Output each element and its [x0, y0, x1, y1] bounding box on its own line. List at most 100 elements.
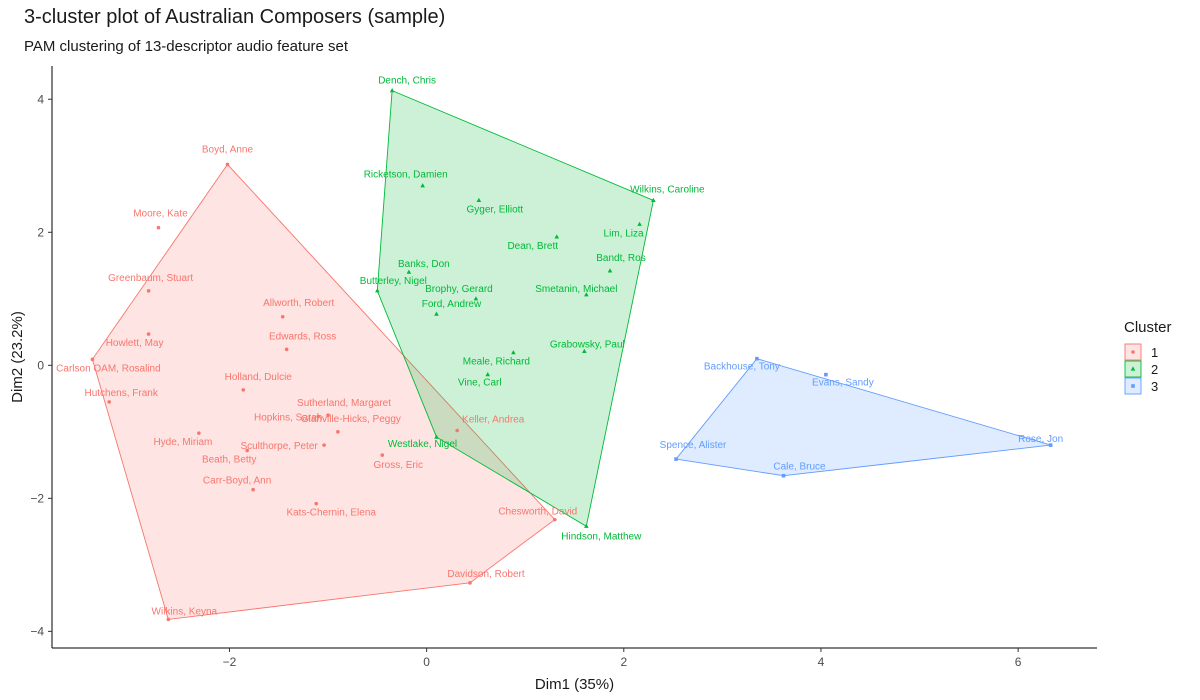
label-greenbaum-stuart: Greenbaum, Stuart — [108, 273, 193, 284]
point-wilkins-caroline — [651, 197, 656, 202]
label-keller-andrea: Keller, Andrea — [462, 414, 525, 425]
label-gyger-elliott: Gyger, Elliott — [467, 204, 524, 215]
point-hutchens-frank — [107, 400, 111, 404]
x-tick-label-2: 2 — [620, 655, 627, 669]
label-glanville-hicks-peggy: Glanville-Hicks, Peggy — [301, 414, 401, 425]
point-keller-andrea — [455, 428, 459, 433]
label-banks-don: Banks, Don — [398, 259, 450, 270]
point-cale-bruce — [781, 473, 786, 478]
point-kats-chernin-elena — [314, 501, 319, 506]
point-greenbaum-stuart — [146, 289, 151, 293]
label-carr-boyd-ann: Carr-Boyd, Ann — [203, 476, 271, 487]
point-backhouse-tony — [755, 356, 759, 361]
y-tick-label--2: −2 — [30, 491, 44, 505]
chart-subtitle: PAM clustering of 13-descriptor audio fe… — [24, 38, 349, 55]
y-axis-title: Dim2 (23.2%) — [9, 311, 26, 403]
point-butterley-nigel — [375, 288, 380, 293]
label-gross-eric: Gross, Eric — [374, 460, 423, 471]
cluster-hulls — [91, 89, 1051, 620]
label-hyde-miriam: Hyde, Miriam — [153, 437, 212, 448]
label-hindson-matthew: Hindson, Matthew — [561, 531, 642, 542]
label-allworth-robert: Allworth, Robert — [263, 298, 334, 309]
point-rose-jon — [1048, 443, 1053, 447]
label-edwards-ross: Edwards, Ross — [269, 331, 336, 342]
point-boyd-anne — [225, 162, 230, 167]
label-evans-sandy: Evans, Sandy — [812, 378, 874, 389]
legend-label-3: 3 — [1151, 379, 1158, 394]
label-boyd-anne: Boyd, Anne — [202, 144, 254, 155]
label-davidson-robert: Davidson, Robert — [447, 569, 524, 580]
label-vine-carl: Vine, Carl — [458, 378, 502, 389]
legend-marker-2 — [1130, 366, 1136, 371]
point-labels: Boyd, Anne Moore, Kate Greenbaum, Stuart Al… — [56, 76, 1063, 618]
label-rose-jon: Rose, Jon — [1018, 434, 1063, 445]
point-hyde-miriam — [197, 431, 201, 435]
point-hopkins-sarah — [316, 414, 320, 419]
point-howlett-may — [146, 332, 151, 336]
point-chesworth-david — [552, 517, 557, 522]
y-tick-label-0: 0 — [37, 358, 44, 372]
point-dench-chris — [389, 88, 395, 93]
label-beath-betty: Beath, Betty — [202, 454, 256, 465]
label-bandt-ros: Bandt, Ros — [596, 253, 645, 264]
label-moore-kate: Moore, Kate — [133, 209, 188, 220]
label-howlett-may: Howlett, May — [106, 338, 164, 349]
point-beath-betty — [245, 448, 249, 453]
point-sculthorpe-peter — [322, 443, 326, 447]
legend-title: Cluster — [1124, 319, 1172, 336]
label-sculthorpe-peter: Sculthorpe, Peter — [240, 441, 318, 452]
cluster-2-hull — [376, 89, 654, 528]
point-hindson-matthew — [584, 523, 589, 528]
point-banks-don — [406, 269, 412, 274]
legend-marker-1 — [1131, 350, 1135, 354]
x-tick-label-0: 0 — [423, 655, 430, 669]
point-gross-eric — [380, 453, 385, 457]
label-wilkins-keyna: Wilkins, Keyna — [152, 606, 218, 617]
x-axis-title: Dim1 (35%) — [535, 676, 614, 693]
label-butterley-nigel: Butterley, Nigel — [360, 276, 427, 287]
point-sutherland-margaret — [326, 413, 330, 418]
label-brophy-gerard: Brophy, Gerard — [425, 284, 493, 295]
point-meale-richard — [511, 350, 516, 355]
label-cale-bruce: Cale, Bruce — [773, 462, 826, 473]
label-dench-chris: Dench, Chris — [378, 76, 436, 87]
point-glanville-hicks-peggy — [336, 430, 340, 434]
point-holland-dulcie — [241, 388, 246, 392]
label-grabowsky-paul: Grabowsky, Paul — [550, 339, 625, 350]
legend: Cluster 1 2 3 — [1124, 319, 1172, 395]
point-carr-boyd-ann — [251, 487, 255, 492]
point-lim-liza — [637, 221, 642, 226]
label-holland-dulcie: Holland, Dulcie — [225, 372, 293, 383]
label-hutchens-frank: Hutchens, Frank — [84, 388, 158, 399]
point-allworth-robert — [280, 314, 285, 319]
point-brophy-gerard — [473, 296, 479, 301]
point-davidson-robert — [468, 581, 472, 585]
point-vine-carl — [485, 372, 491, 377]
point-carlson-oam-rosalind — [90, 357, 95, 362]
label-wilkins-caroline: Wilkins, Caroline — [630, 184, 705, 195]
point-evans-sandy — [824, 372, 828, 377]
x-tick-label-6: 6 — [1015, 655, 1022, 669]
label-spence-alister: Spence, Alister — [660, 440, 727, 451]
label-meale-richard: Meale, Richard — [463, 357, 530, 368]
label-sutherland-margaret: Sutherland, Margaret — [297, 398, 391, 409]
label-carlson-oam-rosalind: Carlson OAM, Rosalind — [56, 363, 160, 374]
point-ricketson-damien — [420, 183, 425, 188]
label-backhouse-tony: Backhouse, Tony — [704, 362, 780, 373]
y-tick-label-4: 4 — [37, 92, 44, 106]
legend-label-2: 2 — [1151, 362, 1158, 377]
label-dean-brett: Dean, Brett — [507, 241, 558, 252]
point-wilkins-keyna — [166, 617, 171, 622]
label-kats-chernin-elena: Kats-Chernin, Elena — [286, 508, 376, 519]
x-tick-label--2: −2 — [223, 655, 237, 669]
point-ford-andrew — [434, 311, 439, 316]
point-westlake-nigel — [434, 434, 439, 439]
y-tick-label-2: 2 — [37, 225, 44, 239]
point-spence-alister — [674, 457, 678, 461]
label-lim-liza: Lim, Liza — [604, 228, 644, 239]
point-smetanin-michael — [584, 292, 589, 297]
point-grabowsky-paul — [582, 348, 587, 353]
x-tick-label-4: 4 — [818, 655, 825, 669]
chart-title: 3-cluster plot of Australian Composers (… — [24, 6, 446, 28]
